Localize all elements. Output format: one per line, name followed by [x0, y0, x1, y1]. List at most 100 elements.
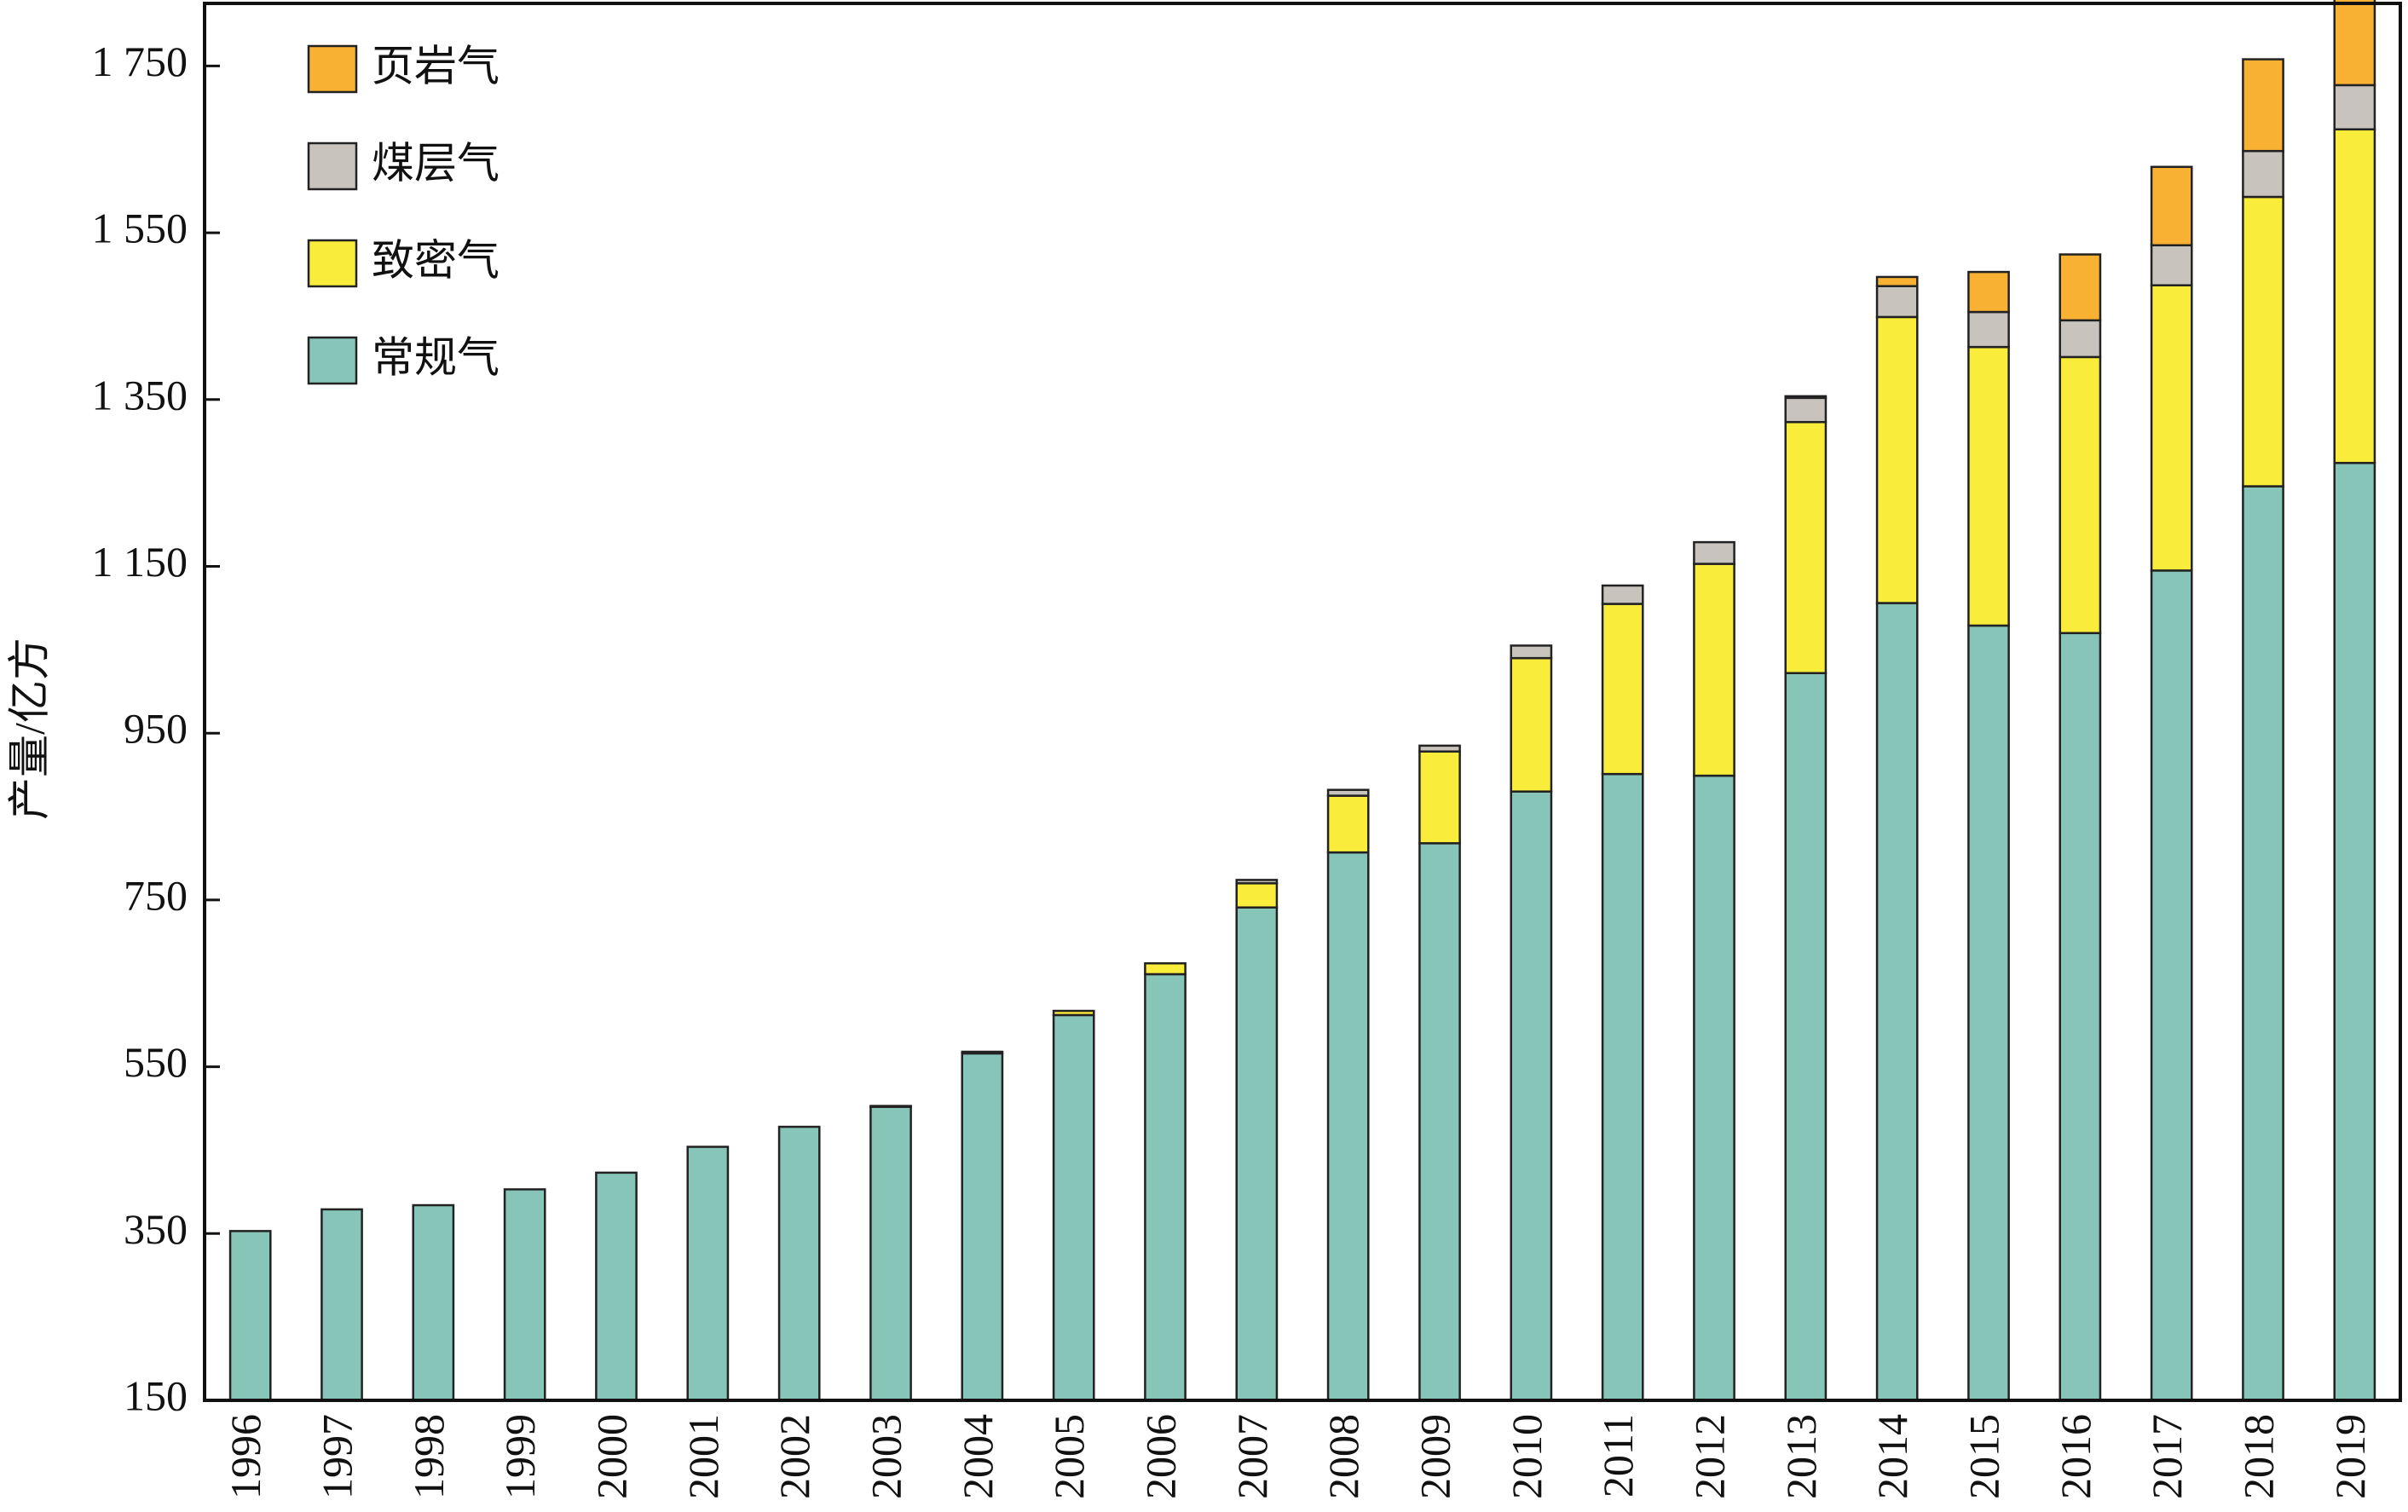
y-tick-label: 950	[124, 705, 188, 753]
bar-segment	[1875, 275, 1919, 287]
x-tick-label: 2007	[1228, 1414, 1276, 1499]
plot-frame	[203, 2, 2402, 1402]
bar-segment	[1693, 563, 1735, 777]
bar-segment	[1235, 879, 1279, 885]
y-tick-label: 1 550	[92, 205, 188, 252]
legend-label: 致密气	[372, 236, 500, 284]
bar-segment	[2150, 284, 2193, 572]
x-tick-label: 1997	[313, 1414, 361, 1499]
bar-segment	[1510, 790, 1553, 1402]
y-tick-label: 350	[124, 1205, 188, 1253]
bar-segment	[1326, 794, 1370, 854]
bar-segment	[2333, 461, 2376, 1402]
bar-segment	[2150, 165, 2193, 247]
bar-segment	[961, 1050, 1004, 1055]
bar-segment	[320, 1208, 363, 1402]
x-tick-label: 2001	[679, 1414, 727, 1499]
bar-segment	[1784, 396, 1828, 424]
bar-segment	[1601, 772, 1644, 1402]
bar-segment	[1967, 310, 2010, 349]
legend-swatch	[307, 336, 358, 385]
bar-segment	[869, 1105, 912, 1108]
y-tick-label: 750	[124, 871, 188, 919]
x-tick-label: 2010	[1503, 1414, 1550, 1499]
bar-segment	[1510, 644, 1553, 660]
x-tick-label: 2015	[1960, 1414, 2007, 1499]
bar-segment	[1144, 972, 1187, 1402]
x-tick-label: 2003	[862, 1414, 909, 1499]
bar-segment	[1784, 420, 1828, 674]
bar-segment	[2242, 485, 2284, 1402]
legend-swatch	[307, 44, 358, 94]
y-tick-label: 1 350	[92, 371, 188, 418]
y-tick-label: 1 150	[92, 538, 188, 586]
bar-segment	[869, 1105, 912, 1402]
bar-segment	[2242, 149, 2284, 199]
bar-segment	[2242, 195, 2284, 488]
x-tick-label: 2006	[1136, 1414, 1184, 1499]
bar-segment	[1418, 842, 1461, 1402]
legend-label: 常规气	[372, 333, 500, 381]
x-tick-label: 1998	[405, 1414, 453, 1499]
bar-segment	[686, 1146, 730, 1402]
bar-segment	[2150, 244, 2193, 286]
bar-segment	[2059, 253, 2102, 322]
x-tick-label: 2008	[1319, 1414, 1367, 1499]
bar-segment	[1784, 672, 1828, 1402]
x-tick-label: 2000	[587, 1414, 635, 1499]
bar-segment	[1967, 624, 2010, 1402]
y-tick-label: 1 750	[92, 38, 188, 85]
bar-segment	[2059, 355, 2102, 635]
bar-segment	[1326, 851, 1370, 1402]
y-axis-label: 产量/亿方	[5, 638, 53, 820]
bar-segment	[961, 1052, 1004, 1402]
bar-segment	[1235, 906, 1279, 1402]
bar-segment	[1235, 882, 1279, 909]
bar-segment	[1784, 395, 1828, 400]
bar-segment	[1967, 345, 2010, 627]
legend-label: 页岩气	[372, 42, 500, 89]
bar-segment	[503, 1188, 546, 1402]
bar-segment	[1510, 656, 1553, 793]
bar-segment	[2242, 58, 2284, 153]
x-tick-label: 2014	[1868, 1414, 1916, 1499]
x-tick-label: 2002	[771, 1414, 818, 1499]
x-tick-label: 2017	[2143, 1414, 2191, 1499]
bar-segment	[228, 1230, 272, 1402]
bar-segment	[1693, 540, 1735, 565]
bar-segment	[1052, 1013, 1095, 1402]
bar-segment	[1144, 962, 1187, 976]
x-tick-label: 2004	[954, 1414, 1002, 1499]
bar-segment	[1326, 788, 1370, 797]
bar-segment	[1418, 750, 1461, 845]
legend-swatch	[307, 141, 358, 191]
bar-segment	[1967, 270, 2010, 314]
bar-segment	[1693, 774, 1735, 1402]
y-tick-label: 550	[124, 1038, 188, 1086]
bar-segment	[777, 1125, 821, 1402]
legend-label: 煤层气	[372, 139, 500, 187]
x-tick-label: 2019	[2326, 1414, 2374, 1499]
x-tick-label: 2012	[1685, 1414, 1733, 1499]
bar-segment	[1052, 1009, 1095, 1017]
bar-segment	[2333, 84, 2376, 131]
bar-segment	[2333, 0, 2376, 87]
x-tick-label: 1999	[496, 1414, 544, 1499]
bar-segment	[2150, 569, 2193, 1402]
bar-segment	[1875, 602, 1919, 1402]
x-tick-label: 1996	[222, 1414, 269, 1499]
x-tick-label: 2018	[2234, 1414, 2282, 1499]
bar-segment	[1875, 315, 1919, 604]
bar-segment	[1418, 744, 1461, 753]
bar-segment	[1601, 584, 1644, 605]
bar-segment	[2059, 632, 2102, 1402]
bar-segment	[2333, 128, 2376, 465]
legend-swatch	[307, 239, 358, 288]
bar-segment	[1601, 603, 1644, 776]
x-tick-label: 2013	[1777, 1414, 1825, 1499]
x-tick-label: 2005	[1045, 1414, 1093, 1499]
y-tick-label: 150	[124, 1371, 188, 1419]
bar-segment	[2059, 319, 2102, 359]
x-tick-label: 2011	[1594, 1414, 1642, 1498]
